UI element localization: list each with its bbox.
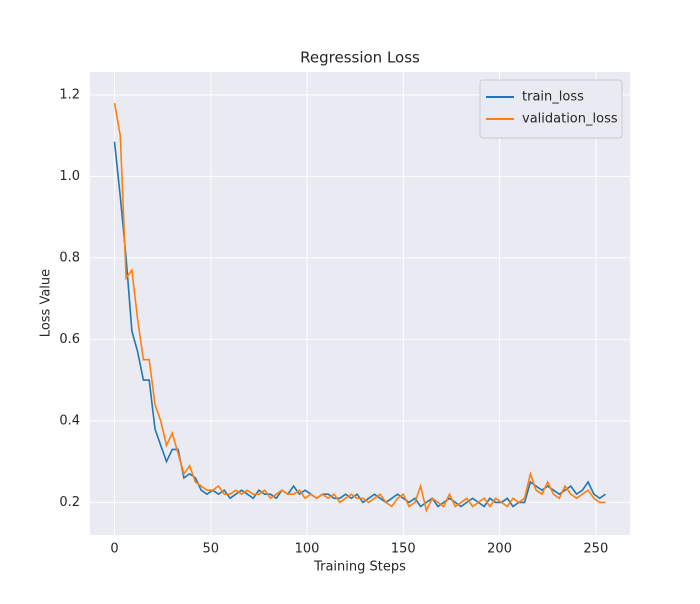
legend-label: validation_loss bbox=[522, 112, 618, 127]
y-tick-label: 1.0 bbox=[59, 169, 80, 184]
y-tick-label: 0.8 bbox=[59, 250, 80, 265]
x-tick-label: 100 bbox=[295, 542, 320, 557]
line-series bbox=[113, 102, 606, 513]
plot-area bbox=[90, 72, 630, 535]
legend-box bbox=[479, 79, 623, 139]
y-tick-label: 0.6 bbox=[59, 332, 80, 347]
x-tick-label: 50 bbox=[203, 542, 220, 557]
x-tick-label: 250 bbox=[583, 542, 608, 557]
y-axis-label: Loss Value bbox=[39, 269, 54, 337]
x-axis-label: Training Steps bbox=[313, 560, 406, 575]
chart-title: Regression Loss bbox=[300, 49, 420, 67]
legend-label: train_loss bbox=[522, 90, 584, 105]
x-tick-label: 150 bbox=[391, 542, 416, 557]
y-tick-label: 0.4 bbox=[59, 413, 80, 428]
y-tick-label: 1.2 bbox=[59, 87, 80, 102]
x-tick-label: 0 bbox=[110, 542, 118, 557]
y-tick-label: 0.2 bbox=[59, 495, 80, 510]
x-tick-label: 200 bbox=[487, 542, 512, 557]
